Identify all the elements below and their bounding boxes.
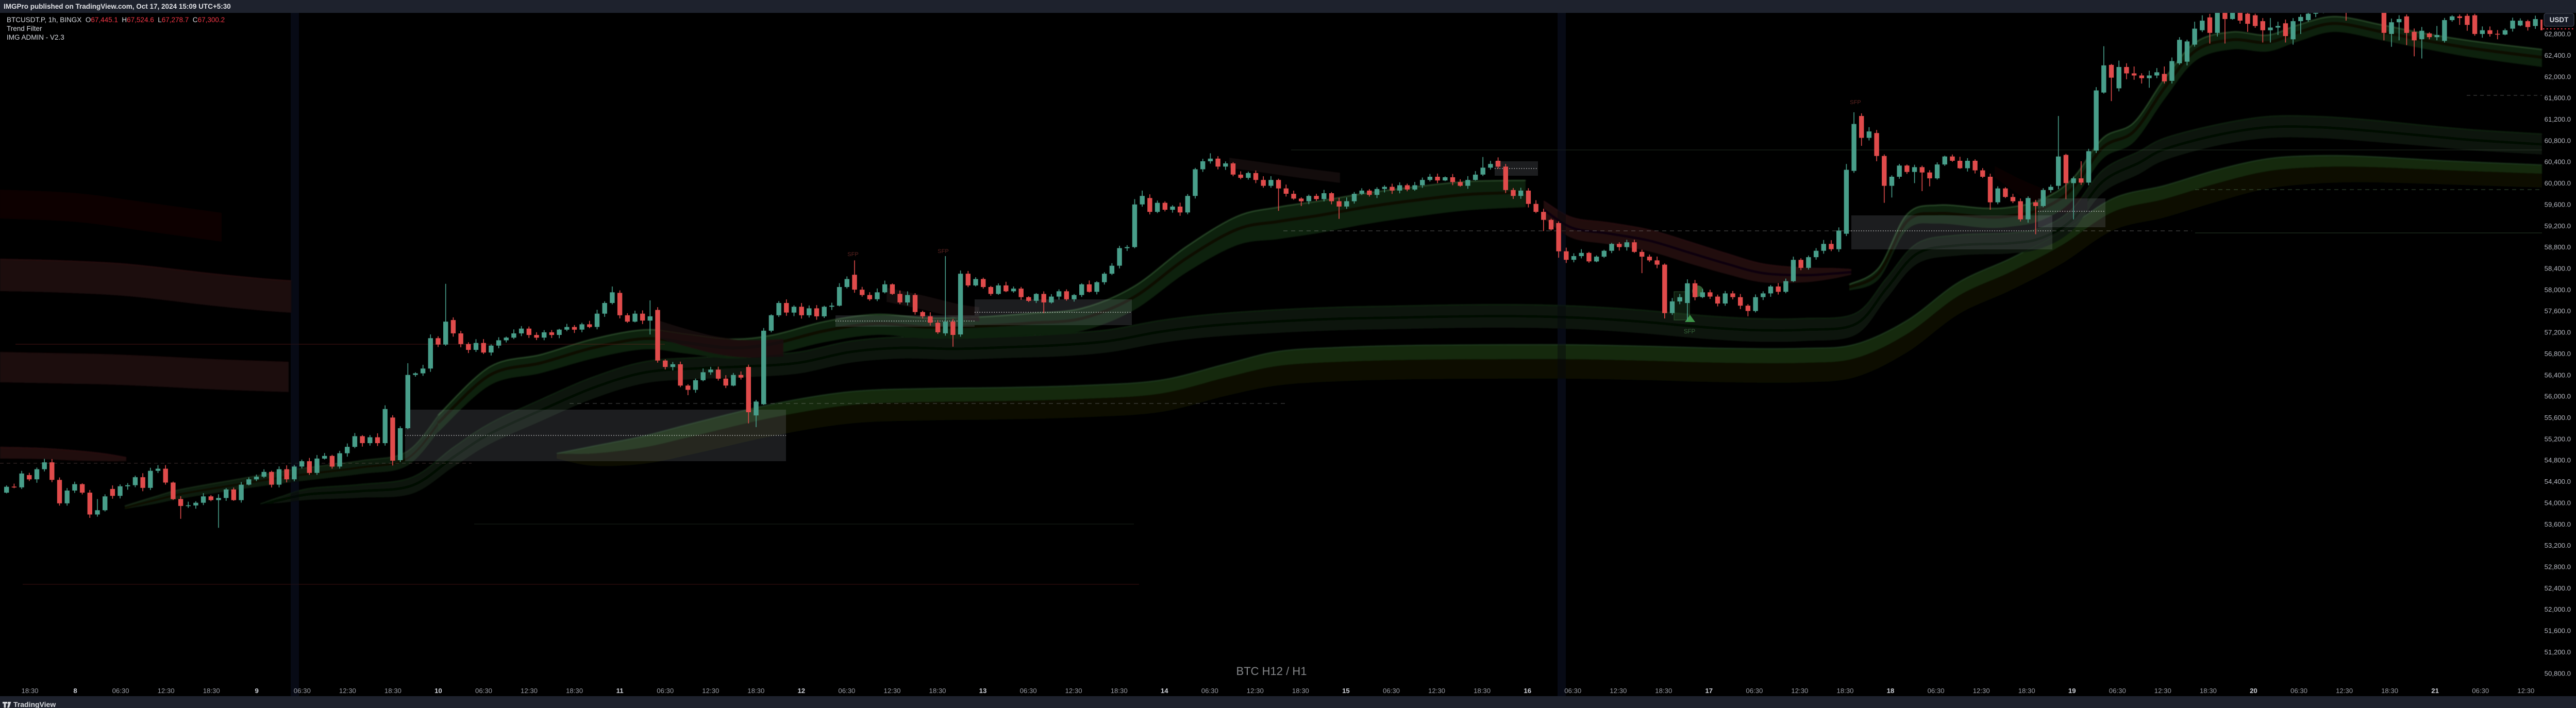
svg-text:56,000.0: 56,000.0 — [2545, 393, 2571, 400]
svg-text:06:30: 06:30 — [838, 687, 855, 695]
svg-text:06:30: 06:30 — [294, 687, 311, 695]
svg-text:12:30: 12:30 — [1065, 687, 1082, 695]
svg-text:USDT: USDT — [2550, 16, 2569, 24]
svg-text:06:30: 06:30 — [657, 687, 674, 695]
svg-text:59,200.0: 59,200.0 — [2545, 222, 2571, 230]
svg-text:61,200.0: 61,200.0 — [2545, 115, 2571, 123]
svg-text:18:30: 18:30 — [2018, 687, 2035, 695]
svg-text:18:30: 18:30 — [1474, 687, 1491, 695]
svg-text:18:30: 18:30 — [384, 687, 402, 695]
svg-text:06:30: 06:30 — [475, 687, 492, 695]
svg-text:IMGPro published on TradingVie: IMGPro published on TradingView.com, Oct… — [4, 3, 231, 10]
svg-text:19: 19 — [2068, 687, 2076, 695]
svg-text:12: 12 — [797, 687, 805, 695]
svg-text:55,200.0: 55,200.0 — [2545, 435, 2571, 443]
svg-text:52,800.0: 52,800.0 — [2545, 563, 2571, 571]
svg-text:58,400.0: 58,400.0 — [2545, 265, 2571, 273]
svg-text:61,600.0: 61,600.0 — [2545, 94, 2571, 102]
svg-text:12:30: 12:30 — [1791, 687, 1808, 695]
svg-text:BTCUSDT.P, 1h, BINGX O67,445.: BTCUSDT.P, 1h, BINGX O67,445.1 H67,524.6… — [7, 16, 225, 24]
svg-text:18:30: 18:30 — [21, 687, 38, 695]
svg-text:06:30: 06:30 — [1564, 687, 1581, 695]
svg-text:10: 10 — [434, 687, 442, 695]
svg-text:06:30: 06:30 — [1201, 687, 1218, 695]
svg-text:54,000.0: 54,000.0 — [2545, 499, 2571, 507]
svg-text:8: 8 — [73, 687, 77, 695]
svg-text:62,000.0: 62,000.0 — [2545, 73, 2571, 80]
svg-text:18:30: 18:30 — [566, 687, 583, 695]
svg-text:06:30: 06:30 — [1383, 687, 1400, 695]
svg-text:06:30: 06:30 — [1746, 687, 1763, 695]
svg-text:06:30: 06:30 — [2472, 687, 2489, 695]
svg-text:58,000.0: 58,000.0 — [2545, 286, 2571, 294]
svg-text:12:30: 12:30 — [158, 687, 175, 695]
svg-text:12:30: 12:30 — [2517, 687, 2534, 695]
svg-text:56,400.0: 56,400.0 — [2545, 371, 2571, 379]
svg-text:06:30: 06:30 — [1928, 687, 1945, 695]
svg-text:12:30: 12:30 — [883, 687, 900, 695]
svg-text:11: 11 — [616, 687, 624, 695]
svg-text:12:30: 12:30 — [521, 687, 538, 695]
svg-text:12:30: 12:30 — [2336, 687, 2353, 695]
svg-text:14: 14 — [1161, 687, 1168, 695]
svg-text:58,800.0: 58,800.0 — [2545, 243, 2571, 251]
svg-text:12:30: 12:30 — [1610, 687, 1627, 695]
svg-text:57,600.0: 57,600.0 — [2545, 307, 2571, 315]
svg-text:06:30: 06:30 — [1020, 687, 1037, 695]
svg-text:16: 16 — [1524, 687, 1531, 695]
svg-text:51,600.0: 51,600.0 — [2545, 627, 2571, 635]
svg-text:Trend Filter: Trend Filter — [7, 25, 42, 32]
svg-text:13: 13 — [979, 687, 987, 695]
svg-text:18: 18 — [1887, 687, 1895, 695]
svg-text:60,400.0: 60,400.0 — [2545, 158, 2571, 166]
svg-text:18:30: 18:30 — [929, 687, 946, 695]
svg-text:18:30: 18:30 — [1655, 687, 1672, 695]
svg-text:SFP: SFP — [1850, 99, 1861, 106]
svg-text:54,400.0: 54,400.0 — [2545, 478, 2571, 485]
svg-text:18:30: 18:30 — [1292, 687, 1309, 695]
svg-text:59,600.0: 59,600.0 — [2545, 201, 2571, 209]
svg-text:52,400.0: 52,400.0 — [2545, 584, 2571, 592]
svg-text:21: 21 — [2431, 687, 2439, 695]
svg-text:62,400.0: 62,400.0 — [2545, 52, 2571, 59]
svg-text:TradingView: TradingView — [13, 700, 56, 708]
svg-text:60,000.0: 60,000.0 — [2545, 179, 2571, 187]
svg-text:12:30: 12:30 — [2154, 687, 2171, 695]
svg-text:06:30: 06:30 — [2290, 687, 2307, 695]
svg-text:55,600.0: 55,600.0 — [2545, 414, 2571, 422]
svg-text:SFP: SFP — [847, 251, 858, 258]
svg-text:06:30: 06:30 — [2109, 687, 2126, 695]
svg-text:57,200.0: 57,200.0 — [2545, 329, 2571, 336]
svg-text:54,800.0: 54,800.0 — [2545, 457, 2571, 464]
svg-text:53,200.0: 53,200.0 — [2545, 542, 2571, 549]
svg-text:50,800.0: 50,800.0 — [2545, 669, 2571, 677]
svg-text:17: 17 — [1705, 687, 1713, 695]
svg-text:12:30: 12:30 — [1428, 687, 1445, 695]
svg-text:9: 9 — [255, 687, 259, 695]
svg-text:12:30: 12:30 — [702, 687, 719, 695]
svg-text:56,800.0: 56,800.0 — [2545, 350, 2571, 358]
svg-text:BTC H12 / H1: BTC H12 / H1 — [1236, 665, 1307, 678]
svg-text:18:30: 18:30 — [1111, 687, 1128, 695]
svg-text:62,800.0: 62,800.0 — [2545, 30, 2571, 38]
svg-text:53,600.0: 53,600.0 — [2545, 520, 2571, 528]
svg-text:SFP: SFP — [938, 248, 948, 255]
svg-text:18:30: 18:30 — [203, 687, 220, 695]
svg-text:12:30: 12:30 — [339, 687, 356, 695]
svg-text:60,800.0: 60,800.0 — [2545, 137, 2571, 144]
svg-text:15: 15 — [1342, 687, 1350, 695]
svg-text:51,200.0: 51,200.0 — [2545, 648, 2571, 656]
svg-text:20: 20 — [2250, 687, 2257, 695]
svg-text:12:30: 12:30 — [1973, 687, 1990, 695]
svg-text:06:30: 06:30 — [112, 687, 129, 695]
svg-text:SFP: SFP — [1684, 329, 1696, 335]
svg-text:52,000.0: 52,000.0 — [2545, 605, 2571, 613]
svg-text:18:30: 18:30 — [1836, 687, 1853, 695]
svg-text:18:30: 18:30 — [747, 687, 764, 695]
svg-text:IMG ADMIN - V2.3: IMG ADMIN - V2.3 — [7, 33, 64, 41]
svg-text:18:30: 18:30 — [2200, 687, 2217, 695]
svg-text:12:30: 12:30 — [1247, 687, 1264, 695]
svg-text:18:30: 18:30 — [2381, 687, 2398, 695]
